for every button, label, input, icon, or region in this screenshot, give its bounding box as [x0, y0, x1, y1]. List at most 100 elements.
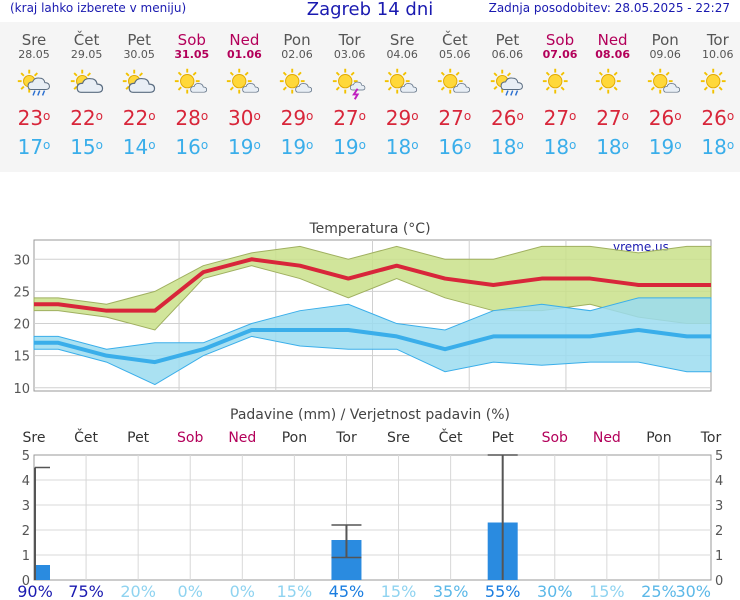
- day-name: Pon: [651, 31, 679, 49]
- degree-sign: o: [463, 109, 472, 123]
- degree-sign: o: [726, 109, 735, 123]
- x-tick-label: Ned: [228, 430, 256, 446]
- degree-sign: o: [43, 109, 51, 123]
- degree-sign: o: [569, 138, 577, 152]
- temp-max: 27o: [429, 106, 481, 130]
- day-name: Ned: [229, 31, 260, 49]
- y-tick-label: 4: [715, 474, 723, 489]
- degree-sign: o: [43, 138, 51, 152]
- precip-probability: 25%: [641, 582, 677, 600]
- degree-sign: o: [463, 138, 472, 152]
- plot-frame: [33, 454, 712, 581]
- temp-min: 18o: [692, 135, 740, 159]
- degree-sign: o: [674, 138, 682, 152]
- degree-sign: o: [95, 138, 103, 152]
- day-name: Čet: [442, 31, 468, 49]
- degree-sign: o: [306, 138, 314, 152]
- precip-probability: 45%: [329, 582, 365, 600]
- temp-max-value: 22: [122, 106, 149, 130]
- temp-max: 29o: [271, 106, 323, 130]
- temp-max-value: 27: [543, 106, 570, 130]
- degree-sign: o: [200, 138, 209, 152]
- x-tick-label: Sre: [387, 430, 410, 446]
- day-column: Pet 30.05 22o 14o: [113, 22, 165, 160]
- precip-probability: 35%: [433, 582, 469, 600]
- precip-probability: 30%: [675, 582, 711, 600]
- temp-min-value: 16: [175, 135, 201, 159]
- temp-max: 23o: [8, 106, 60, 130]
- last-update: Zadnja posodobitev: 28.05.2025 - 22:27: [488, 1, 730, 15]
- x-tick-label: Pon: [646, 430, 671, 446]
- precip-probability: 55%: [485, 582, 521, 600]
- temp-max: 22o: [61, 106, 113, 130]
- precip-probability: 75%: [68, 582, 104, 600]
- day-name: Sre: [21, 31, 47, 49]
- degree-sign: o: [253, 109, 261, 123]
- temp-min: 16o: [429, 135, 481, 159]
- temp-min: 19o: [271, 135, 323, 159]
- temp-max: 29o: [376, 106, 428, 130]
- day-column: Čet 05.06 27o 16o: [429, 22, 481, 159]
- temp-min-value: 19: [648, 135, 675, 159]
- temp-min: 16o: [166, 135, 218, 159]
- x-tick-label: Ned: [593, 430, 621, 446]
- day-date: 28.05: [18, 48, 50, 61]
- temp-min: 18o: [587, 135, 639, 159]
- degree-sign: o: [516, 109, 524, 123]
- header-bar: (kraj lahko izberete v meniju) Zagreb 14…: [0, 0, 740, 20]
- x-tick-label: Čet: [439, 428, 463, 446]
- page-title: Zagreb 14 dni: [306, 0, 434, 20]
- temp-max-value: 30: [227, 106, 254, 130]
- temp-max-value: 28: [175, 106, 201, 130]
- temp-max: 22o: [113, 106, 165, 130]
- sun-small-cloud-icon: [376, 67, 428, 101]
- temp-max-value: 29: [385, 106, 412, 130]
- temp-min: 17o: [8, 135, 60, 159]
- temp-max: 26o: [481, 106, 533, 130]
- day-column: Tor 10.06 26o 18o: [692, 22, 740, 159]
- temp-min-value: 18: [701, 135, 727, 159]
- y-tick-label: 2: [22, 524, 30, 539]
- degree-sign: o: [516, 138, 524, 152]
- y-tick-label: 15: [13, 350, 30, 365]
- degree-sign: o: [306, 109, 314, 123]
- day-name: Pet: [127, 31, 151, 49]
- day-date: 03.06: [333, 48, 366, 61]
- degree-sign: o: [358, 138, 366, 152]
- day-column: Sre 28.05 23o 17o: [8, 22, 60, 160]
- x-tick-label: Čet: [74, 428, 98, 446]
- location-hint[interactable]: (kraj lahko izberete v meniju): [10, 1, 187, 15]
- temp-max: 28o: [166, 106, 218, 130]
- temp-min-value: 16: [438, 135, 464, 159]
- day-date: 31.05: [174, 48, 210, 61]
- day-column: Pet 06.06 26o 18o: [481, 22, 533, 160]
- sun-small-cloud-icon: [271, 67, 323, 101]
- day-date: 04.06: [386, 48, 418, 61]
- temp-max-value: 26: [490, 106, 517, 130]
- temp-min: 15o: [61, 135, 113, 159]
- sun-cloud-rain-icon: [8, 67, 60, 101]
- y-tick-label: 20: [13, 318, 30, 333]
- temp-min: 14o: [113, 135, 165, 159]
- day-column: Pon 02.06 29o 19o: [271, 22, 323, 159]
- day-name: Sob: [177, 31, 206, 49]
- temp-min: 19o: [324, 135, 376, 159]
- degree-sign: o: [674, 109, 682, 123]
- temp-min: 19o: [218, 135, 270, 159]
- day-name: Tor: [706, 31, 729, 49]
- sun-cloud-icon: [61, 67, 113, 101]
- sun-small-cloud-icon: [639, 67, 691, 101]
- temp-max-value: 27: [596, 106, 622, 130]
- temp-min-value: 15: [70, 135, 96, 159]
- day-column: Ned 08.06 27o 18o: [587, 22, 639, 160]
- temp-max: 27o: [587, 106, 639, 130]
- degree-sign: o: [411, 138, 419, 152]
- sun-cloud-storm-icon: [324, 67, 376, 101]
- temp-min-value: 14: [122, 135, 149, 159]
- temp-max-value: 29: [280, 106, 307, 130]
- sun-icon: [587, 67, 639, 101]
- min-temp-line: [34, 327, 711, 365]
- temp-max: 27o: [534, 106, 586, 130]
- x-tick-label: Pet: [127, 430, 150, 446]
- day-date: 09.06: [649, 48, 681, 61]
